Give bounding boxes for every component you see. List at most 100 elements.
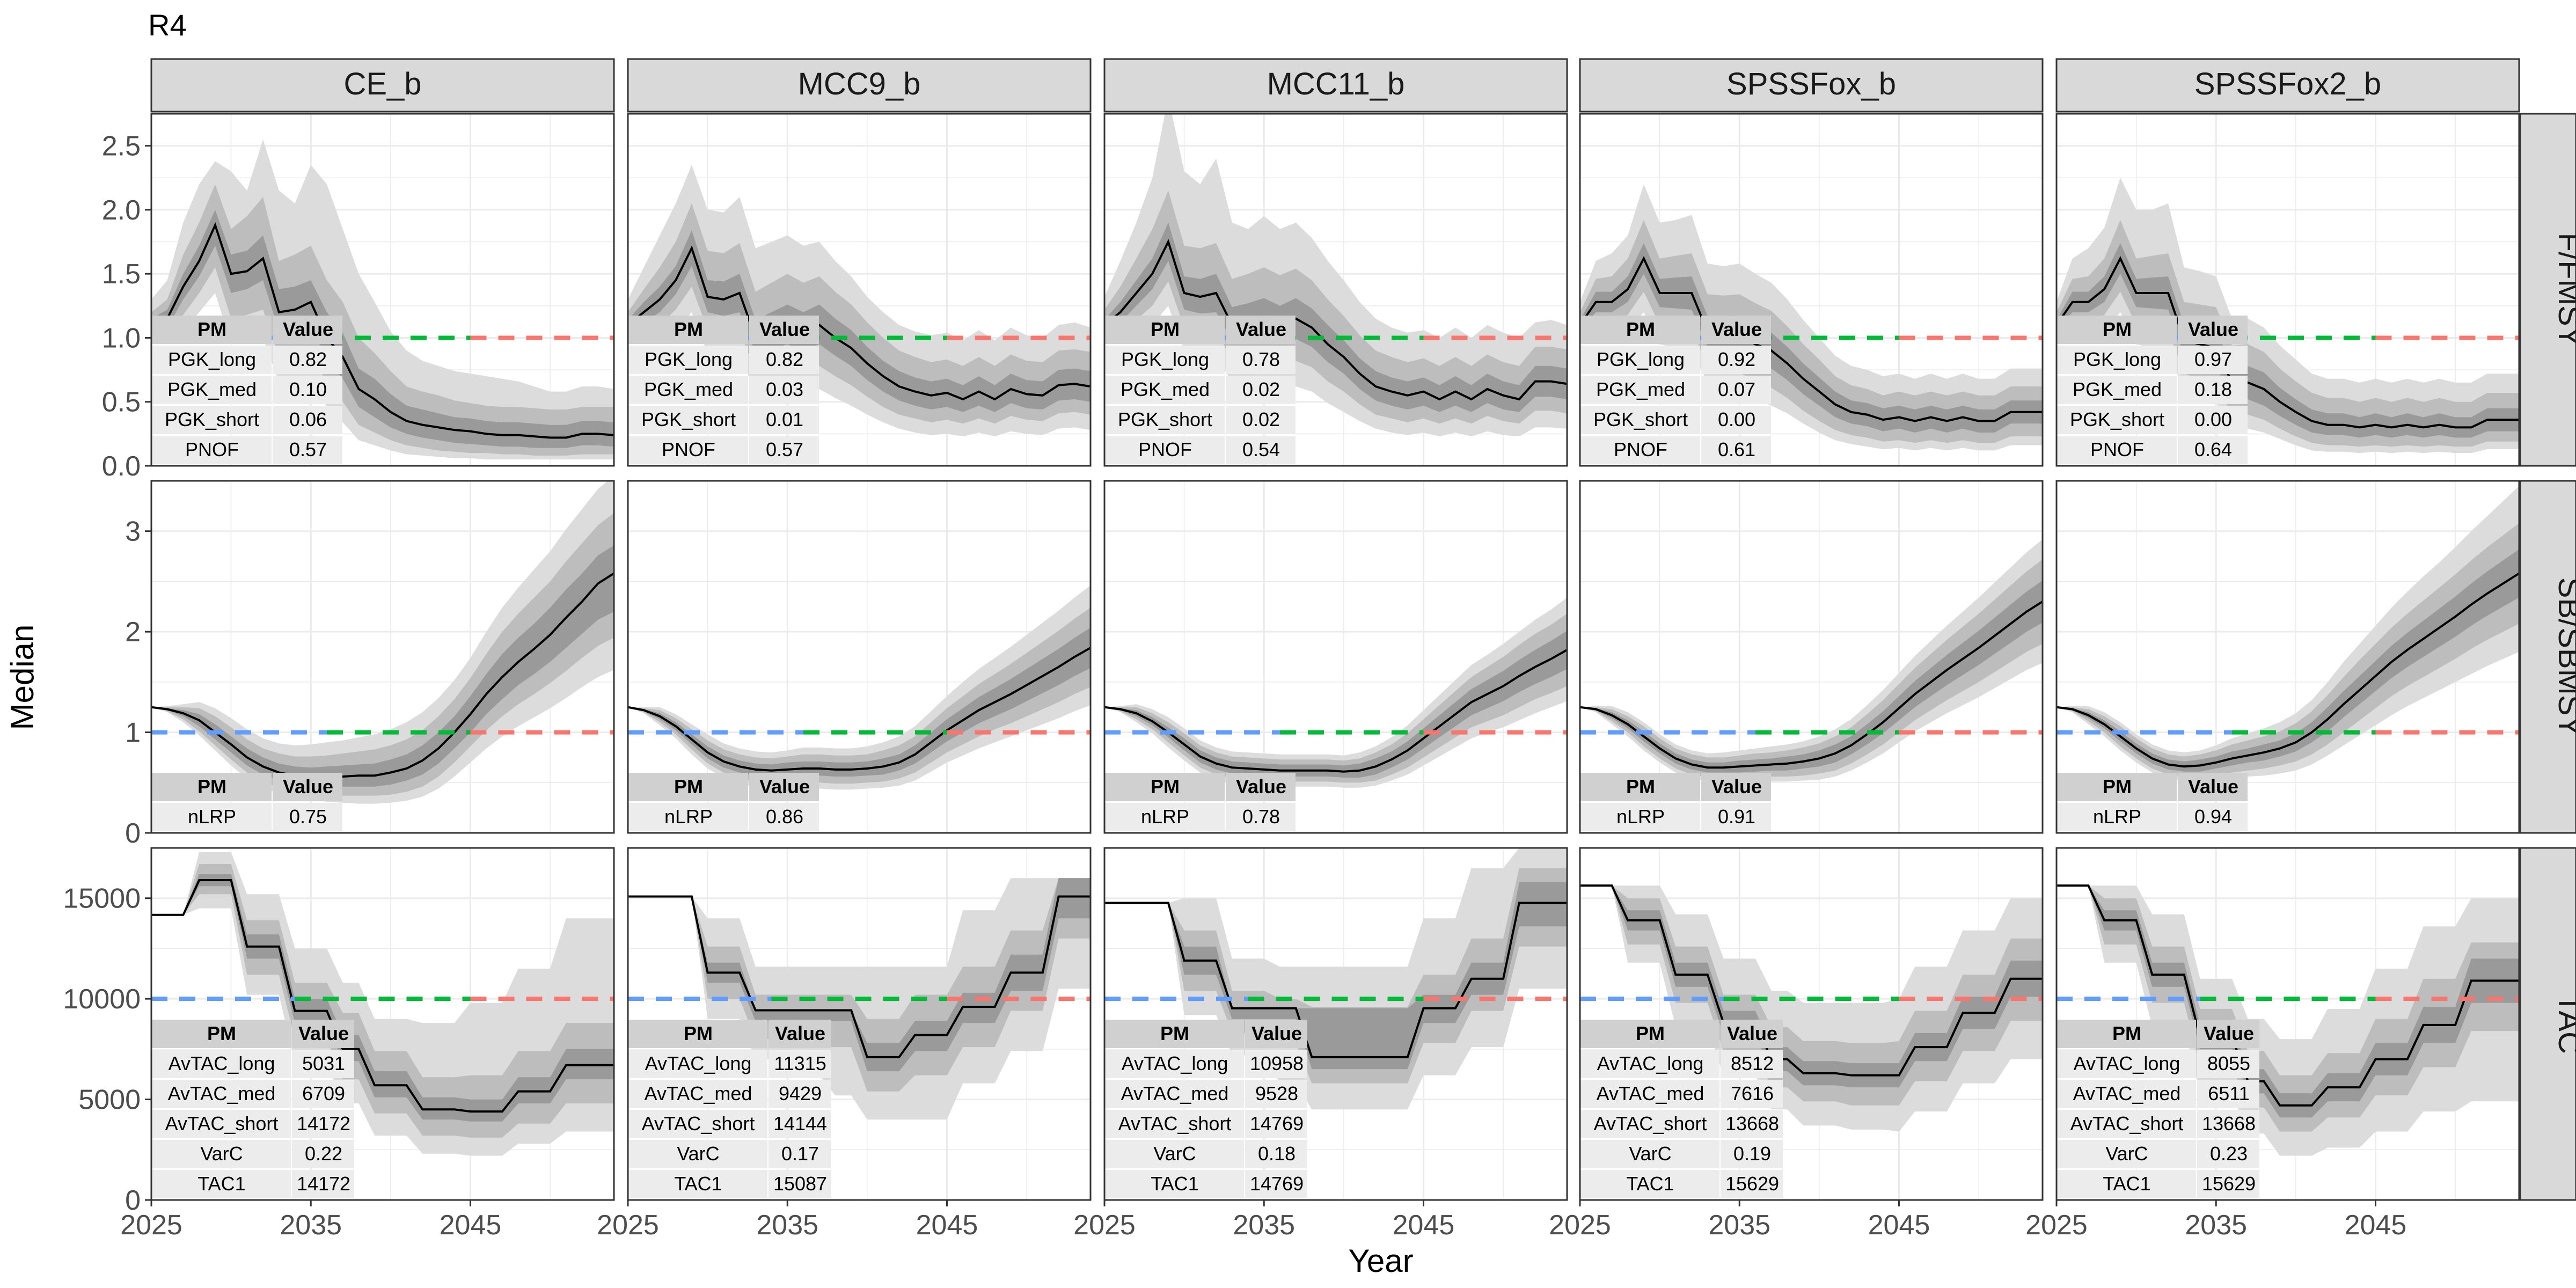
pm-table-metric-label: VarC	[677, 1143, 719, 1165]
pm-table-value: 15087	[773, 1173, 827, 1195]
x-tick-label: 2025	[1549, 1210, 1611, 1241]
panel: PM Value AvTAC_long 8512 AvTAC_med 7616 AvTAC_…	[1579, 847, 2044, 1201]
pm-table-header-label: Value	[298, 1022, 349, 1044]
pm-table-metric-label: nLRP	[1141, 806, 1189, 828]
pm-table-header-label: PM	[2103, 775, 2132, 797]
panel-border	[1103, 113, 1568, 467]
pm-table-metric-label: AvTAC_med	[1597, 1082, 1704, 1104]
pm-table-metric-label: TAC1	[197, 1173, 245, 1195]
pm-table-cell	[628, 1080, 767, 1108]
median-line	[628, 647, 1091, 772]
panel-border	[627, 480, 1092, 834]
pm-table-cell	[2057, 1110, 2196, 1138]
pm-table-header-label: PM	[1636, 1022, 1665, 1044]
pm-table-cell	[628, 346, 748, 374]
pm-table-header-label: Value	[759, 318, 810, 340]
pm-table: PM Value AvTAC_long 8512 AvTAC_med 7616 AvTAC_…	[1580, 1020, 1783, 1198]
pm-table-cell	[151, 1170, 291, 1198]
pm-table-cell	[2057, 803, 2177, 831]
pm-table-header-label: Value	[1711, 318, 1762, 340]
pm-table-cell	[2057, 1050, 2196, 1078]
median-line	[151, 572, 614, 778]
pm-table-cell	[2057, 436, 2177, 464]
pm-table-cell	[628, 1110, 767, 1138]
pm-table-value: 0.57	[766, 438, 803, 460]
pm-table-cell	[1701, 376, 1771, 404]
pm-table-header-label: Value	[1236, 318, 1286, 340]
pm-table: PM Value nLRP 0.78	[1104, 773, 1296, 831]
pm-table-cell	[749, 346, 819, 374]
pm-table-header-cell	[1701, 773, 1771, 801]
outer-quantile-band	[1580, 184, 2043, 451]
pm-table-metric-label: PNOF	[1138, 438, 1192, 460]
x-tick-label: 2025	[597, 1210, 659, 1241]
pm-table-header-cell	[769, 1020, 831, 1048]
panel: PM Value PGK_long 0.92 PGK_med 0.07 PGK_short 0…	[1579, 113, 2044, 467]
pm-table-cell	[1104, 1110, 1244, 1138]
panel-border	[150, 113, 615, 467]
pm-table-metric-label: PGK_med	[644, 378, 733, 400]
pm-table-cell	[2057, 406, 2177, 434]
pm-table-cell	[628, 1050, 767, 1078]
pm-table-metric-label: PNOF	[2090, 438, 2144, 460]
pm-table-value: 7616	[1731, 1082, 1774, 1104]
panel-plot-area: PM Value PGK_long 0.78 PGK_med 0.02 PGK_short 0…	[1104, 114, 1567, 464]
pm-table-cell	[2197, 1170, 2259, 1198]
pm-table-cell	[151, 1080, 291, 1108]
pm-table-value: 11315	[774, 1052, 826, 1074]
panel-border	[1103, 847, 1568, 1201]
pm-table-cell	[1104, 406, 1225, 434]
pm-table-metric-label: AvTAC_short	[165, 1113, 279, 1135]
middle-quantile-band	[1104, 868, 1567, 1084]
pm-table-cell	[1104, 1080, 1244, 1108]
inner-quantile-band	[2057, 243, 2519, 438]
pm-table-cell	[1701, 803, 1771, 831]
pm-table-value: 8512	[1731, 1052, 1774, 1074]
pm-table-header-cell	[1580, 773, 1700, 801]
pm-table-metric-label: PGK_short	[165, 408, 259, 430]
panel: PM Value AvTAC_long 8055 AvTAC_med 6511 AvTAC_…	[2055, 847, 2520, 1201]
pm-table-cell	[151, 436, 272, 464]
panel-plot-area: PM Value AvTAC_long 11315 AvTAC_med 9429 AvTAC…	[628, 878, 1091, 1198]
pm-table-cell	[1721, 1170, 1783, 1198]
pm-table-value: 0.06	[289, 408, 327, 430]
middle-quantile-band	[1580, 220, 2043, 443]
pm-table-value: 8055	[2207, 1052, 2250, 1074]
pm-table-cell	[1104, 1170, 1244, 1198]
pm-table-cell	[749, 803, 819, 831]
row-strip	[2519, 480, 2576, 834]
pm-table: PM Value AvTAC_long 10958 AvTAC_med 9528 AvTAC…	[1104, 1020, 1307, 1198]
column-strip	[2055, 58, 2520, 113]
pm-table-value: 0.92	[1718, 348, 1755, 370]
pm-table-cell	[273, 436, 342, 464]
pm-table-header-cell	[1580, 1020, 1719, 1048]
pm-table-value: 0.82	[766, 348, 803, 370]
inner-quantile-band	[151, 874, 614, 1122]
pm-table-cell	[151, 1110, 291, 1138]
pm-table-value: 0.18	[2194, 378, 2232, 400]
pm-table-value: 6709	[302, 1082, 345, 1104]
pm-table: PM Value PGK_long 0.82 PGK_med 0.03 PGK_short 0…	[628, 316, 819, 464]
pm-table-cell	[1580, 1170, 1719, 1198]
panel: PM Value PGK_long 0.97 PGK_med 0.18 PGK_short 0…	[2055, 113, 2520, 467]
middle-quantile-band	[628, 878, 1091, 1092]
pm-table-metric-label: PGK_short	[1593, 408, 1688, 430]
pm-table-metric-label: PGK_med	[167, 378, 257, 400]
median-line	[1580, 256, 2043, 422]
inner-quantile-band	[1104, 882, 1567, 1070]
pm-table-cell	[1226, 346, 1296, 374]
pm-table-cell	[292, 1080, 354, 1108]
row-strip-label: SB/SBMSY	[2552, 577, 2576, 737]
panel-plot-area: PM Value AvTAC_long 10958 AvTAC_med 9528 AvTAC…	[1104, 848, 1567, 1198]
outer-quantile-band	[2057, 178, 2519, 453]
panel-plot-area: PM Value PGK_long 0.82 PGK_med 0.10 PGK_short 0…	[151, 139, 614, 464]
median-line	[1104, 239, 1567, 401]
pm-table-metric-label: PNOF	[185, 438, 239, 460]
pm-table-cell	[1245, 1080, 1307, 1108]
pm-table: PM Value nLRP 0.86	[628, 773, 819, 831]
pm-table-cell	[273, 803, 342, 831]
middle-quantile-band	[1104, 191, 1567, 424]
row-strip-label: F/FMSY	[2552, 233, 2576, 347]
outer-quantile-band	[1104, 597, 1567, 788]
pm-table-metric-label: TAC1	[1151, 1173, 1198, 1195]
